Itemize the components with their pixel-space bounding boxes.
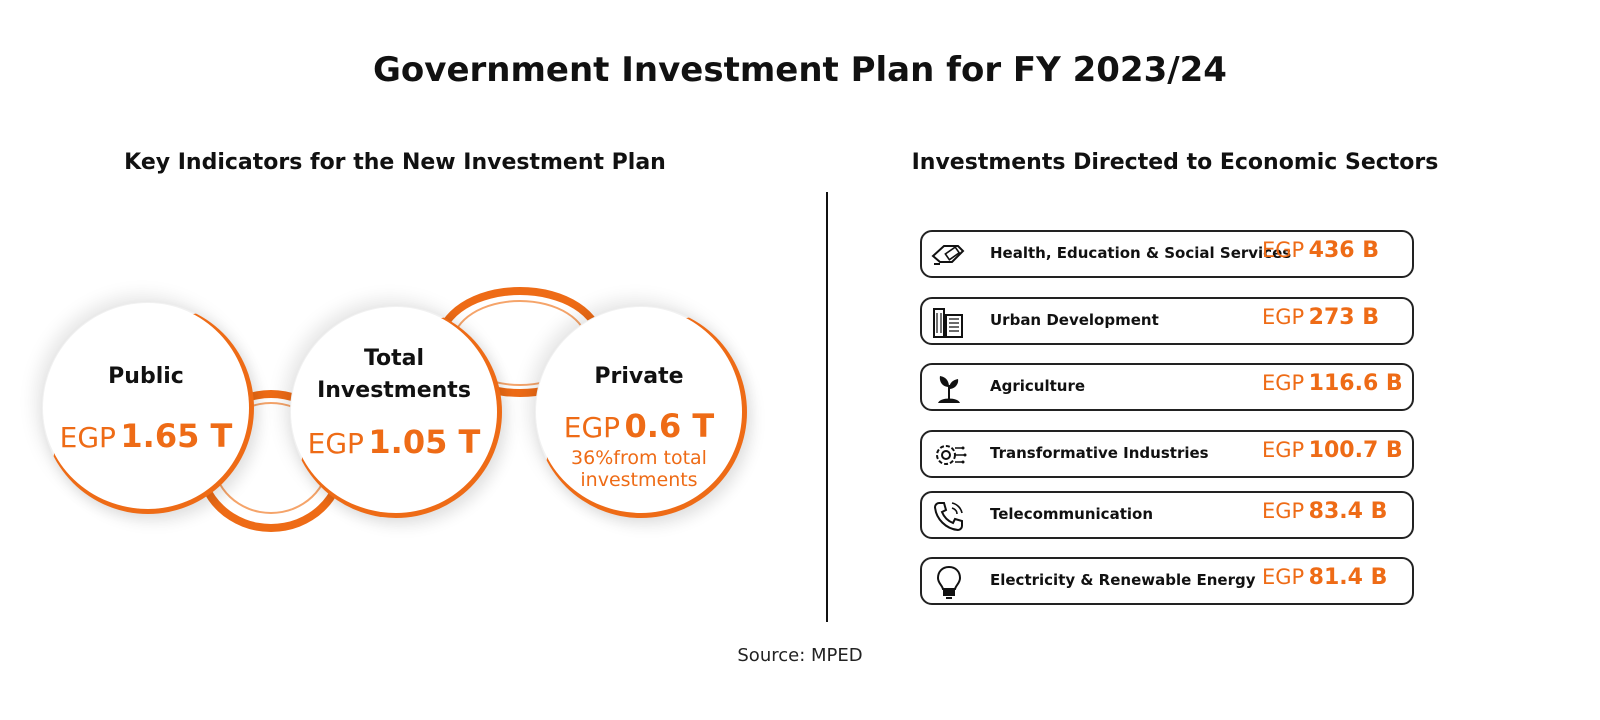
private-value: EGP 0.6 T (536, 407, 742, 445)
buildings-icon (933, 308, 963, 338)
sector-unit: EGP (1262, 438, 1305, 462)
sector-label: Transformative Industries (990, 444, 1209, 462)
sector-unit: EGP (1262, 499, 1305, 523)
public-indicator-circle: Public EGP 1.65 T (42, 302, 254, 514)
sector-unit: EGP (1262, 371, 1305, 395)
sector-amount: 273 B (1308, 305, 1380, 330)
total-investments-label: Total Investments (317, 346, 471, 403)
sector-label: Health, Education & Social Services (990, 244, 1292, 262)
private-unit: EGP (563, 411, 621, 444)
key-indicators-title: Key Indicators for the New Investment Pl… (124, 150, 666, 175)
sector-unit: EGP (1262, 238, 1305, 262)
sector-amount: 81.4 B (1308, 565, 1388, 590)
source-note: Source: MPED (737, 645, 863, 666)
sector-amount: 83.4 B (1308, 499, 1388, 524)
lightbulb-icon (936, 565, 962, 599)
private-label: Private (594, 364, 684, 389)
sector-label: Agriculture (990, 377, 1086, 395)
hand-money-icon (931, 245, 965, 265)
total-investments-value: EGP 1.05 T (291, 423, 497, 461)
private-indicator-circle: Private EGP 0.6 T 36%from total investme… (535, 306, 747, 518)
sector-value: EGP 81.4 B (1262, 565, 1387, 590)
private-share-note: 36%from total investments (571, 447, 707, 491)
sector-unit: EGP (1262, 305, 1305, 329)
plant-icon (938, 376, 960, 403)
public-amount: 1.65 T (120, 417, 233, 455)
private-amount: 0.6 T (624, 407, 715, 445)
total-investments-amount: 1.05 T (368, 423, 481, 461)
sector-row: Agriculture EGP 116.6 B (920, 363, 1414, 411)
sector-value: EGP 83.4 B (1262, 499, 1387, 524)
public-label: Public (108, 364, 184, 389)
sector-row: Telecommunication EGP 83.4 B (920, 491, 1414, 539)
sector-amount: 116.6 B (1308, 371, 1403, 396)
sector-amount: 100.7 B (1308, 438, 1403, 463)
sector-row: Transformative Industries EGP 100.7 B (920, 430, 1414, 478)
sector-row: Electricity & Renewable Energy EGP 81.4 … (920, 557, 1414, 605)
sector-label: Urban Development (990, 311, 1159, 329)
sectors-title: Investments Directed to Economic Sectors (911, 150, 1439, 175)
public-unit: EGP (59, 421, 116, 454)
vertical-divider (826, 192, 828, 622)
total-investments-circle: Total Investments EGP 1.05 T (290, 306, 502, 518)
sector-unit: EGP (1262, 565, 1305, 589)
sector-row: Health, Education & Social Services EGP … (920, 230, 1414, 278)
phone-icon (933, 502, 963, 532)
sector-amount: 436 B (1308, 238, 1380, 263)
page-title: Government Investment Plan for FY 2023/2… (373, 50, 1227, 90)
sector-label: Telecommunication (990, 505, 1153, 523)
sector-value: EGP 100.7 B (1262, 438, 1403, 463)
sector-row: Urban Development EGP 273 B (920, 297, 1414, 345)
sector-value: EGP 436 B (1262, 238, 1379, 263)
gear-circuit-icon (936, 445, 967, 465)
sector-value: EGP 273 B (1262, 305, 1379, 330)
total-investments-unit: EGP (307, 427, 364, 460)
public-value: EGP 1.65 T (43, 417, 249, 455)
sector-value: EGP 116.6 B (1262, 371, 1403, 396)
sector-label: Electricity & Renewable Energy (990, 571, 1256, 589)
